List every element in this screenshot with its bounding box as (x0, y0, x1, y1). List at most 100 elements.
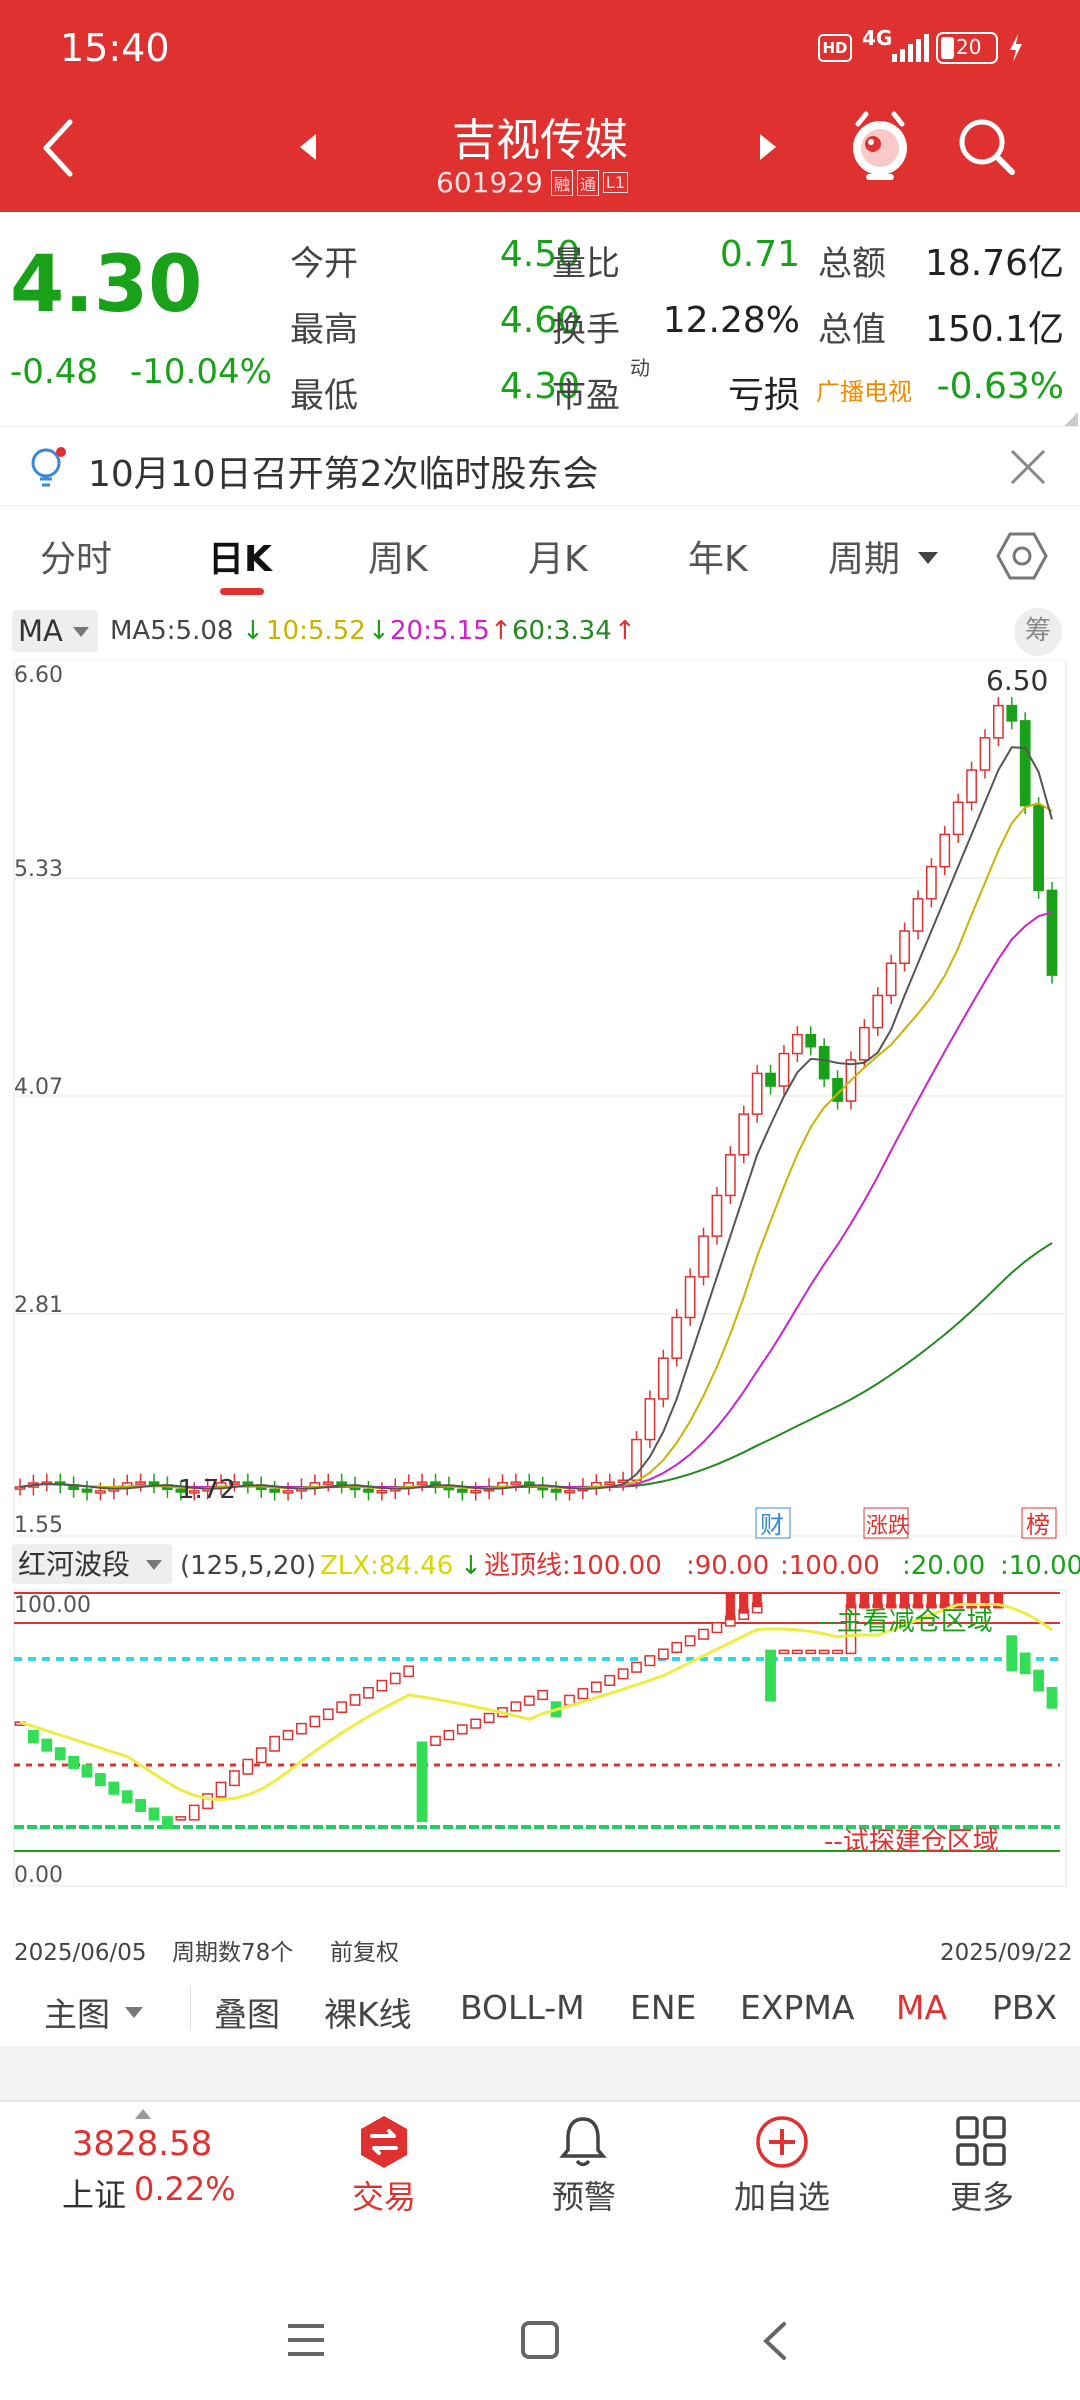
tab-ma[interactable]: MA (896, 1988, 948, 2027)
indicator-bar (671, 1641, 683, 1654)
candle (818, 1046, 830, 1080)
indicator-bar (296, 1722, 307, 1735)
tab-daily-k[interactable]: 日K (208, 539, 272, 580)
indicator-bar (818, 1649, 830, 1655)
candle (698, 1235, 709, 1278)
escape-line-value: 逃顶线:100.00 (484, 1551, 662, 1581)
build-zone-label: --试探建仓区域 (824, 1827, 999, 1857)
indicator-select[interactable] (12, 1544, 172, 1584)
indicator-bar (604, 1674, 616, 1687)
escape-signal-bar (953, 1593, 963, 1609)
escape-signal-bar (966, 1593, 977, 1609)
limit-badge[interactable] (863, 1507, 909, 1539)
indicator-bar (805, 1649, 817, 1655)
indicator-bar (363, 1686, 374, 1699)
tab-expma[interactable]: EXPMA (740, 1988, 855, 2027)
indicator-bar (215, 1781, 227, 1798)
y-tick-label: 2.81 (14, 1293, 63, 1318)
prev-stock-icon[interactable] (296, 132, 320, 162)
ma5-arrow: ↓ (242, 616, 264, 646)
indicator-bar (229, 1770, 240, 1787)
indicator-bar (617, 1668, 629, 1680)
tab-ene[interactable]: ENE (630, 1988, 697, 2027)
open-value: 4.50 (499, 234, 580, 275)
chip-distribution-button[interactable]: 筹 (1014, 608, 1062, 656)
next-stock-icon[interactable] (756, 132, 780, 162)
add-circle-icon[interactable] (754, 2114, 810, 2170)
tab-yearly-k[interactable]: 年K (688, 539, 748, 580)
indicator-bar (644, 1655, 656, 1667)
nav-more-label[interactable]: 更多 (949, 2178, 1014, 2216)
axis-end-date: 2025/09/22 (940, 1940, 1073, 1966)
escape-signal-bar (846, 1593, 856, 1609)
tab-timeshare[interactable]: 分时 (40, 539, 113, 580)
candle (751, 1072, 763, 1115)
hd-icon: HD (818, 34, 852, 62)
settings-hex-icon[interactable] (996, 530, 1048, 582)
finance-badge[interactable] (755, 1507, 791, 1539)
y-tick-label: 4.07 (14, 1075, 63, 1100)
indicator-bar (483, 1712, 495, 1724)
index-name: 上证 (62, 2176, 127, 2214)
search-icon[interactable] (954, 114, 1018, 178)
candle (979, 737, 991, 771)
tab-monthly-k[interactable]: 月K (528, 539, 588, 580)
industry-link[interactable]: 广播电视 (816, 378, 912, 406)
ranking-badge[interactable] (1021, 1507, 1057, 1539)
bell-icon[interactable] (558, 2114, 608, 2170)
indicator-bar (1019, 1652, 1031, 1675)
candle (376, 1490, 388, 1494)
pe-dynamic-mark: 动 (630, 356, 650, 380)
tab-pbx[interactable]: PBX (992, 1988, 1058, 2027)
indicator-bar (443, 1730, 455, 1741)
indicator-bar (242, 1758, 254, 1775)
indicator-bar (470, 1718, 482, 1729)
low-label: 最低 (290, 376, 358, 416)
tab-overlay[interactable]: 叠图 (214, 1995, 280, 2034)
divider (190, 1986, 191, 2030)
line-value-90: :90.00 (686, 1551, 769, 1581)
tab-boll-m[interactable]: BOLL-M (460, 1988, 585, 2027)
tab-main-chart[interactable]: 主图 (44, 1995, 110, 2034)
tag-connect: 通 (576, 169, 599, 196)
home-icon[interactable] (520, 2320, 560, 2360)
candle (95, 1490, 106, 1494)
volume-ratio-value: 0.71 (719, 234, 800, 275)
tab-period[interactable]: 周期 (828, 539, 901, 580)
indicator-bar (791, 1649, 803, 1655)
status-time: 15:40 (60, 26, 170, 70)
menu-icon[interactable] (286, 2322, 326, 2358)
ma-select[interactable]: MA (12, 610, 98, 652)
indicator-bar (1033, 1669, 1044, 1692)
back-icon[interactable] (38, 118, 78, 178)
indicator-bar (430, 1735, 441, 1746)
indicator-bar (28, 1730, 39, 1744)
close-icon[interactable] (1008, 447, 1048, 487)
indicator-bar (336, 1701, 348, 1713)
index-change: 0.22% (134, 2170, 236, 2208)
turnover-rate-value: 12.28% (662, 300, 800, 341)
candle (671, 1316, 683, 1359)
nav-alert-label[interactable]: 预警 (551, 2178, 616, 2216)
candle (564, 1489, 575, 1494)
nav-add-label[interactable]: 加自选 (733, 2178, 830, 2216)
index-value[interactable]: 3828.58 (71, 2124, 213, 2164)
indicator-bar (1046, 1686, 1058, 1709)
nav-trade-label[interactable]: 交易 (351, 2178, 416, 2216)
market-cap-label: 总值 (818, 310, 886, 350)
open-label: 今开 (290, 244, 358, 284)
back-nav-icon[interactable] (760, 2320, 790, 2362)
turnover-amount-value: 18.76亿 (924, 243, 1064, 284)
indicator-bar (698, 1628, 709, 1640)
tab-bare-k[interactable]: 裸K线 (324, 1995, 412, 2034)
grid-more-icon[interactable] (954, 2114, 1008, 2168)
trade-icon[interactable] (356, 2114, 412, 2170)
adjustment-mode: 前复权 (330, 1940, 399, 1966)
escape-signal-bar (913, 1593, 923, 1609)
notice-banner[interactable]: 10月10日召开第2次临时股东会 (0, 426, 1080, 506)
assistant-icon[interactable] (848, 108, 912, 184)
indicator-bar (68, 1755, 79, 1769)
tab-weekly-k[interactable]: 周K (368, 539, 428, 580)
kline-chart-area[interactable]: 6.60 5.33 4.07 2.81 1.55 6.50 1.72 财 涨跌 … (0, 660, 1080, 1972)
title-bar: 吉视传媒 601929 融 通 L1 (0, 96, 1080, 212)
